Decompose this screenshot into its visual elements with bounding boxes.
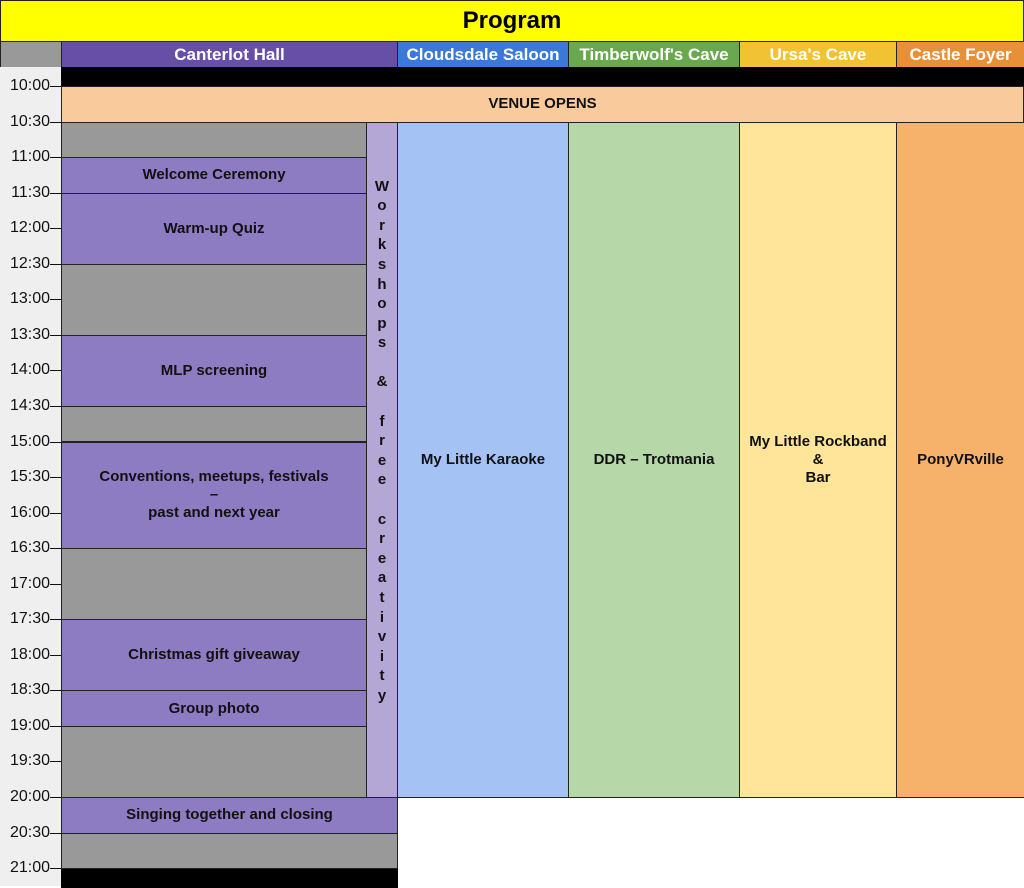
time-tick xyxy=(50,477,62,479)
time-tick xyxy=(50,690,62,692)
venue-event[interactable]: My Little Karaoke xyxy=(397,121,569,798)
time-label: 13:30 xyxy=(9,325,50,343)
time-label: 11:30 xyxy=(11,183,50,201)
time-label: 12:00 xyxy=(9,219,50,237)
break-slot xyxy=(61,263,367,336)
venue-event[interactable]: PonyVRville xyxy=(896,121,1024,798)
time-tick xyxy=(50,868,62,870)
time-label: 10:30 xyxy=(9,112,50,130)
time-label: 20:00 xyxy=(9,788,50,805)
time-label: 19:00 xyxy=(9,716,50,734)
time-label: 18:30 xyxy=(9,681,50,699)
time-label: 12:30 xyxy=(9,254,50,272)
time-tick xyxy=(50,583,62,585)
venue-header-castle-foyer: Castle Foyer xyxy=(896,41,1024,68)
time-tick xyxy=(50,121,62,123)
time-tick xyxy=(50,441,62,443)
program-title: Program xyxy=(0,0,1024,42)
time-label: 16:00 xyxy=(9,503,50,521)
event-slot[interactable]: Group photo xyxy=(61,690,367,727)
time-label: 15:00 xyxy=(9,432,50,450)
time-label: 15:30 xyxy=(9,468,50,486)
time-label: 20:30 xyxy=(9,823,50,841)
time-tick xyxy=(50,832,62,834)
break-slot xyxy=(61,405,367,443)
time-label: 21:00 xyxy=(9,859,50,877)
venue-event[interactable]: My Little Rockband & Bar xyxy=(739,121,897,798)
top-black-bar xyxy=(61,67,1024,87)
break-slot xyxy=(61,548,367,621)
venue-header-cloudsdale-saloon: Cloudsdale Saloon xyxy=(397,41,569,68)
time-tick xyxy=(50,299,62,301)
time-label: 14:00 xyxy=(9,361,50,379)
time-label: 14:30 xyxy=(9,396,50,414)
time-label: 17:30 xyxy=(9,610,50,628)
time-tick xyxy=(50,405,62,407)
time-tick xyxy=(50,725,62,727)
event-slot[interactable]: Welcome Ceremony xyxy=(61,157,367,194)
time-tick xyxy=(50,192,62,194)
event-slot[interactable]: Christmas gift giveaway xyxy=(61,619,367,692)
time-tick xyxy=(50,761,62,763)
time-tick xyxy=(50,797,62,798)
time-tick xyxy=(50,512,62,514)
time-tick xyxy=(50,370,62,372)
time-tick xyxy=(50,548,62,550)
event-slot[interactable]: Warm-up Quiz xyxy=(61,192,367,265)
time-tick xyxy=(50,334,62,336)
time-label: 10:00 xyxy=(9,77,50,94)
time-label: 18:00 xyxy=(9,645,50,663)
venue-header-timberwolf-s-cave: Timberwolf's Cave xyxy=(568,41,740,68)
time-label: 17:00 xyxy=(9,574,50,592)
venue-header-ursa-s-cave: Ursa's Cave xyxy=(739,41,897,68)
time-label: 11:00 xyxy=(11,148,50,166)
break-slot xyxy=(61,725,367,798)
time-label: 19:30 xyxy=(9,752,50,770)
break-slot xyxy=(61,832,398,870)
time-tick xyxy=(50,619,62,621)
venue-event[interactable]: DDR – Trotmania xyxy=(568,121,740,798)
time-tick xyxy=(50,157,62,159)
event-slot[interactable]: MLP screening xyxy=(61,334,367,407)
event-slot[interactable]: Singing together and closing xyxy=(61,797,398,834)
time-header xyxy=(0,41,62,68)
time-tick xyxy=(50,228,62,230)
time-label: 13:00 xyxy=(9,290,50,308)
time-tick xyxy=(50,654,62,656)
venue-header-canterlot-hall: Canterlot Hall xyxy=(61,41,398,68)
time-tick xyxy=(50,86,62,87)
venue-opens-banner: VENUE OPENS xyxy=(61,86,1024,123)
workshops-column[interactable]: W o r k s h o p s & f r e e c r e a t i … xyxy=(366,121,398,798)
time-label: 16:30 xyxy=(9,539,50,557)
time-tick xyxy=(50,263,62,265)
break-slot xyxy=(61,121,367,159)
event-slot[interactable]: Conventions, meetups, festivals – past a… xyxy=(61,441,367,550)
bottom-black-bar xyxy=(61,868,398,888)
